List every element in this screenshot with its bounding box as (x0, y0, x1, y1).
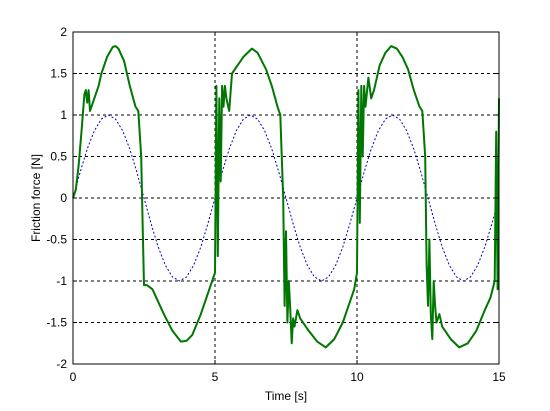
y-tick-label: 1.5 (50, 67, 67, 81)
y-tick-label: -2 (56, 357, 67, 371)
x-tick-label: 5 (212, 370, 219, 384)
y-tick-label: 0.5 (50, 150, 67, 164)
friction-force-line (72, 45, 500, 349)
reference-sine-line (72, 114, 500, 282)
y-tick-label: 1 (60, 108, 67, 122)
y-tick-label: -0.5 (46, 233, 67, 247)
x-tick-label: 15 (492, 370, 506, 384)
x-tick-label: 0 (70, 370, 77, 384)
y-tick-label: -1.5 (46, 316, 67, 330)
y-axis-label: Friction force [N] (29, 154, 43, 242)
y-tick-label: 0 (60, 191, 67, 205)
y-tick-label: -1 (56, 274, 67, 288)
x-axis-label: Time [s] (265, 389, 307, 403)
y-tick-label: 2 (60, 25, 67, 39)
x-tick-label: 10 (350, 370, 364, 384)
plot-area: 0 5 10 15 -2 -1.5 -1 -0.5 0 0.5 1 1.5 2 (46, 25, 506, 384)
